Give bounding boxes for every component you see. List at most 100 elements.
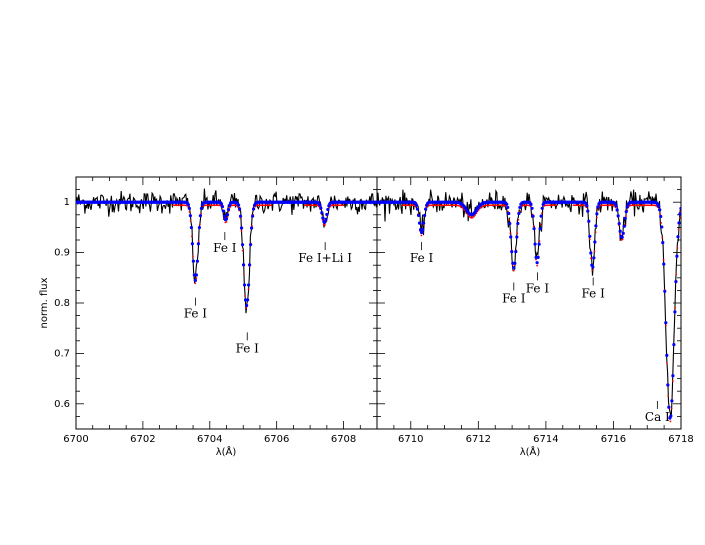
model-red-point — [664, 324, 667, 327]
model-red-point — [594, 231, 597, 234]
model-red-point — [517, 218, 520, 221]
model-blue-point — [594, 224, 598, 228]
model-red-point — [619, 233, 622, 236]
model-blue-series — [377, 200, 681, 420]
line-annotation: Ca I — [645, 410, 670, 424]
model-red-point — [516, 232, 519, 235]
model-blue-point — [678, 212, 681, 216]
model-blue-series — [76, 200, 377, 308]
model-red-point — [655, 205, 658, 207]
model-blue-point — [506, 205, 510, 210]
model-red-point — [241, 249, 244, 252]
model-red-point — [538, 240, 541, 243]
model-blue-point — [664, 321, 668, 325]
model-red-point — [242, 273, 245, 276]
model-red-point — [625, 215, 627, 217]
model-blue-point — [625, 205, 629, 209]
model-blue-point — [424, 207, 428, 211]
model-blue-point — [417, 221, 422, 225]
model-blue-point — [617, 221, 621, 226]
model-blue-point — [674, 280, 678, 284]
x-tick-label: 6712 — [466, 434, 491, 445]
model-blue-point — [226, 207, 231, 212]
model-red-point — [188, 210, 191, 213]
model-blue-point — [515, 235, 519, 239]
model-blue-point — [535, 261, 539, 265]
model-blue-point — [666, 383, 670, 387]
model-red-point — [680, 210, 681, 213]
line-annotation: Fe I — [526, 281, 550, 295]
model-red-point — [662, 258, 665, 261]
model-red-point — [532, 225, 535, 228]
x-tick-label: 6702 — [130, 434, 155, 445]
line-annotation: Fe I — [410, 251, 434, 265]
model-red-point — [674, 306, 677, 309]
model-red-point — [590, 257, 592, 260]
model-blue-point — [663, 289, 667, 293]
model-blue-point — [246, 283, 251, 287]
model-blue-point — [675, 254, 679, 258]
y-tick-label: 0.9 — [54, 248, 70, 259]
x-axis-label-right: λ(Å) — [520, 445, 541, 458]
model-blue-point — [595, 212, 599, 216]
x-tick-label: 6704 — [197, 434, 222, 445]
model-red-point — [190, 235, 193, 238]
model-blue-point — [507, 211, 511, 216]
model-red-point — [195, 277, 198, 279]
y-tick-label: 0.8 — [54, 298, 70, 309]
model-blue-point — [321, 216, 325, 220]
model-blue-point — [513, 261, 517, 265]
model-blue-point — [220, 204, 225, 209]
model-red-point — [670, 407, 673, 410]
model-blue-point — [618, 229, 622, 233]
y-axis-label: norm. flux — [39, 277, 50, 328]
model-blue-point — [530, 206, 534, 210]
model-blue-point — [237, 207, 242, 211]
model-blue-point — [529, 202, 533, 207]
x-axis-label-left: λ(Å) — [216, 445, 237, 458]
model-red-point — [676, 247, 679, 249]
model-blue-point — [416, 213, 421, 218]
model-red-point — [540, 212, 543, 215]
model-blue-point — [679, 206, 681, 210]
model-blue-point — [585, 204, 589, 208]
model-red-point — [420, 234, 423, 237]
model-blue-point — [197, 225, 202, 230]
model-blue-point — [222, 214, 227, 218]
model-red-point — [667, 394, 670, 397]
model-blue-point — [596, 205, 600, 209]
model-red-point — [536, 264, 539, 267]
x-tick-label: 6716 — [601, 434, 626, 445]
model-blue-point — [248, 243, 253, 247]
model-blue-point — [538, 227, 542, 231]
model-blue-point — [415, 207, 420, 211]
model-blue-point — [533, 242, 537, 246]
model-red-point — [512, 269, 515, 272]
line-annotation: Fe I — [502, 291, 526, 305]
model-red-point — [324, 224, 326, 226]
model-blue-point — [517, 211, 521, 216]
model-blue-point — [190, 242, 194, 246]
model-red-point — [508, 218, 511, 221]
model-red-point — [678, 217, 681, 219]
model-red-point — [554, 204, 557, 207]
model-blue-point — [676, 235, 680, 239]
model-blue-point — [670, 399, 674, 403]
model-blue-point — [624, 210, 628, 214]
model-blue-point — [677, 221, 681, 225]
model-blue-point — [194, 273, 198, 277]
model-red-point — [671, 380, 674, 382]
model-blue-point — [244, 303, 249, 308]
model-blue-point — [516, 221, 520, 226]
model-blue-point — [592, 256, 596, 260]
left-panel: 6700 6702 6704 6706 6708 0.6 0.7 0.8 0.9 1 Fe I Fe … — [54, 176, 378, 445]
line-annotation: Fe I — [213, 241, 237, 255]
model-red-point — [621, 238, 624, 241]
model-blue-point — [662, 262, 666, 266]
model-blue-point — [620, 235, 624, 239]
model-blue-point — [508, 221, 512, 226]
model-blue-point — [219, 202, 224, 206]
model-blue-point — [238, 214, 243, 218]
model-blue-point — [621, 231, 625, 235]
